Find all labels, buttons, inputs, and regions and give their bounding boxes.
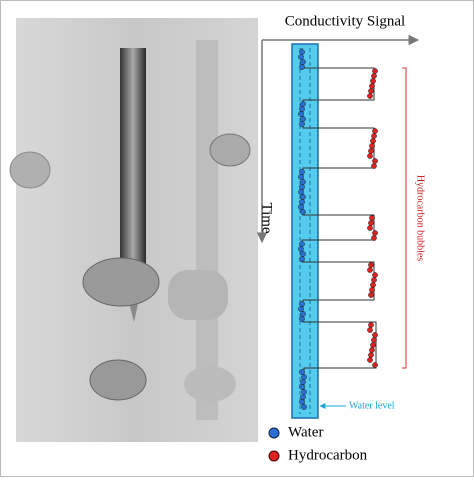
trace-dot bbox=[298, 174, 304, 180]
trace-dot bbox=[300, 116, 306, 122]
trace-dot bbox=[372, 230, 378, 236]
trace-dot bbox=[367, 225, 373, 231]
x-axis-label: Conductivity Signal bbox=[285, 13, 405, 29]
trace-dot bbox=[300, 59, 306, 65]
trace-dot bbox=[299, 241, 305, 247]
water-band bbox=[291, 43, 319, 419]
legend-swatch bbox=[268, 427, 280, 439]
trace-dot bbox=[371, 73, 377, 79]
trace-dot bbox=[372, 362, 378, 368]
trace-dot bbox=[299, 256, 305, 262]
y-axis-label: Time bbox=[259, 202, 275, 233]
trace-dot bbox=[368, 352, 374, 358]
trace-dot bbox=[298, 204, 304, 210]
trace-dot bbox=[300, 209, 306, 215]
trace-dot bbox=[298, 306, 304, 312]
trace-dot bbox=[370, 78, 376, 84]
trace-dot bbox=[372, 332, 378, 338]
bracket bbox=[402, 67, 407, 369]
trace-dot bbox=[299, 64, 305, 70]
trace-dot bbox=[371, 163, 377, 169]
trace-dot bbox=[299, 399, 305, 405]
trace-dot bbox=[299, 121, 305, 127]
trace-dot bbox=[368, 292, 374, 298]
trace-dot bbox=[367, 267, 373, 273]
trace-dot bbox=[299, 316, 305, 322]
trace-dot bbox=[300, 379, 306, 385]
trace-dot bbox=[301, 374, 307, 380]
legend-label: Hydrocarbon bbox=[288, 447, 368, 463]
trace-dot bbox=[367, 327, 373, 333]
trace-dot bbox=[300, 194, 306, 200]
trace-dot bbox=[371, 277, 377, 283]
signal-trace bbox=[301, 48, 377, 408]
trace-dot bbox=[299, 184, 305, 190]
trace-dot bbox=[300, 179, 306, 185]
trace-dot bbox=[298, 111, 304, 117]
trace-dot bbox=[367, 93, 373, 99]
bracket-label: Hydrocarbon bubbles bbox=[415, 175, 426, 261]
trace-dot bbox=[299, 199, 305, 205]
trace-dot bbox=[300, 311, 306, 317]
trace-dots bbox=[298, 49, 378, 410]
trace-dot bbox=[368, 322, 374, 328]
trace-dot bbox=[369, 83, 375, 89]
trace-dot bbox=[371, 133, 377, 139]
trace-dot bbox=[371, 337, 377, 343]
trace-dot bbox=[367, 357, 373, 363]
trace-dot bbox=[370, 282, 376, 288]
trace-dot bbox=[372, 158, 378, 164]
trace-dot bbox=[369, 347, 375, 353]
trace-dot bbox=[368, 220, 374, 226]
trace-dot bbox=[371, 235, 377, 241]
legend-label: Water bbox=[288, 424, 323, 440]
trace-dot bbox=[298, 54, 304, 60]
trace-dot bbox=[298, 189, 304, 195]
trace-dot bbox=[369, 143, 375, 149]
trace-dot bbox=[372, 272, 378, 278]
trace-dot bbox=[299, 49, 305, 55]
trace-dot bbox=[300, 394, 306, 400]
trace-dot bbox=[369, 215, 375, 221]
trace-dot bbox=[299, 369, 305, 375]
trace-dot bbox=[300, 101, 306, 107]
trace-dot bbox=[372, 68, 378, 74]
band-label: Water level bbox=[349, 400, 395, 411]
trace-dot bbox=[368, 88, 374, 94]
photo bbox=[9, 18, 258, 442]
trace-dot bbox=[299, 301, 305, 307]
trace-dot bbox=[369, 287, 375, 293]
trace-dot bbox=[300, 251, 306, 257]
trace-dot bbox=[301, 389, 307, 395]
trace-dot bbox=[370, 342, 376, 348]
trace-dot bbox=[372, 128, 378, 134]
legend-swatch bbox=[268, 450, 280, 462]
trace-dot bbox=[298, 246, 304, 252]
trace-dot bbox=[367, 153, 373, 159]
trace-dot bbox=[299, 106, 305, 112]
trace-dot bbox=[368, 148, 374, 154]
trace-dot bbox=[370, 138, 376, 144]
trace-dot bbox=[299, 169, 305, 175]
trace-dot bbox=[301, 404, 307, 410]
trace-dot bbox=[368, 262, 374, 268]
trace-dot bbox=[299, 384, 305, 390]
